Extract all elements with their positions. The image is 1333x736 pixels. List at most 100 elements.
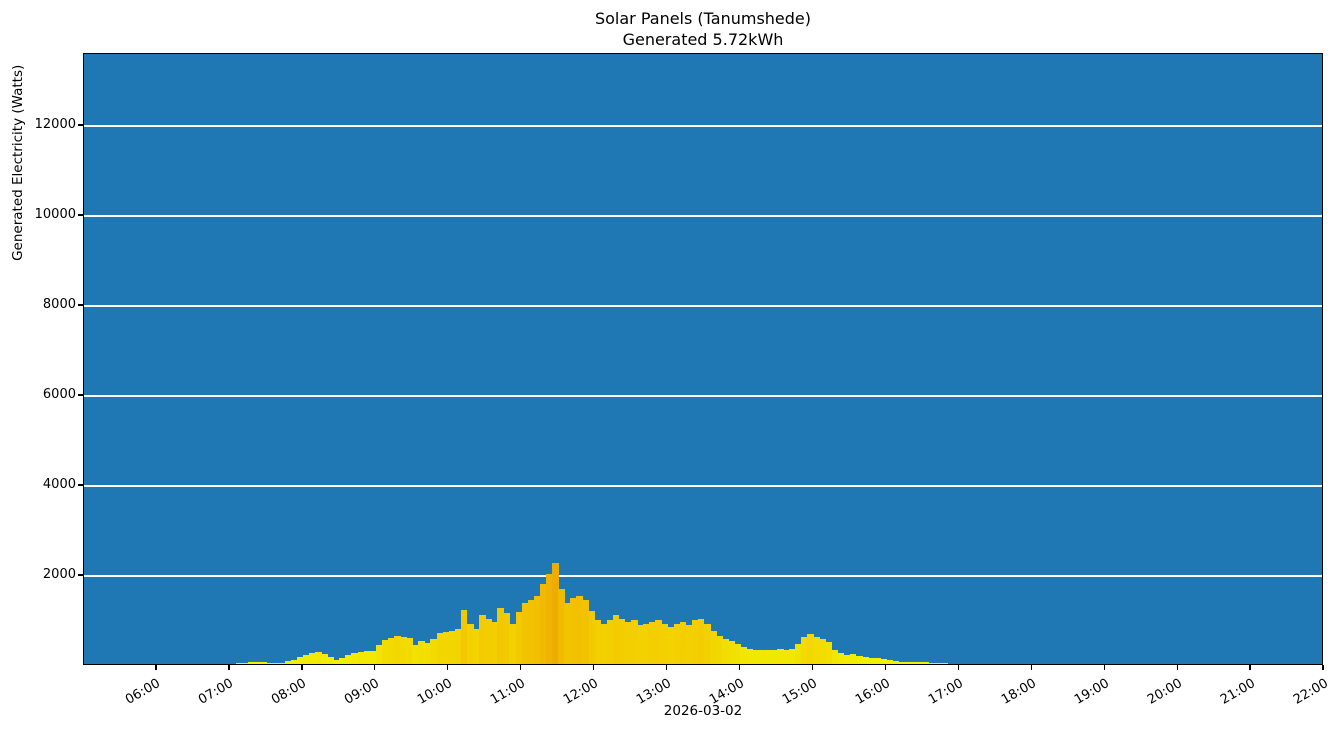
generation-bar [843,654,851,664]
generation-bar [521,602,529,664]
generation-bar [375,645,383,664]
generation-bar [296,657,304,664]
x-tick-mark [520,665,522,670]
generation-bar [576,596,583,664]
generation-bar [679,621,687,664]
generation-bar [649,621,656,664]
generation-bar [333,659,340,664]
generation-bar [406,637,413,664]
generation-bar [248,662,255,664]
x-axis-label: 2026-03-02 [663,703,743,719]
generation-bar [637,625,644,664]
generation-bar [697,618,705,664]
y-tick-mark [78,394,83,396]
y-gridline [84,575,1322,577]
x-tick-mark [1176,665,1178,670]
generation-bar [770,649,778,664]
generation-bar [381,639,389,664]
generation-bar [910,661,918,664]
chart-title-line2: Generated 5.72kWh [622,30,784,49]
generation-bar [880,659,887,664]
generation-bar [570,597,577,664]
generation-bar [819,639,827,664]
generation-bar [558,589,565,664]
generation-bar [448,630,456,664]
generation-bar [357,652,365,664]
generation-bar [916,662,924,664]
generation-bar [314,651,322,664]
generation-bar [308,652,316,664]
x-tick-mark [738,665,741,670]
generation-bar [485,618,492,664]
generation-bar [789,649,796,664]
generation-bar [394,636,401,664]
generation-bar [339,658,346,664]
generation-bar [849,653,857,664]
y-tick-mark [78,124,83,126]
generation-bar [928,662,936,664]
y-tick-mark [78,574,83,576]
generation-bar [351,652,359,664]
generation-bar [904,661,912,664]
generation-bar [552,562,559,664]
generation-bar [369,650,377,664]
generation-bar [509,623,517,664]
generation-bar [862,657,869,664]
generation-bar [795,644,802,664]
generation-bar [266,662,273,664]
generation-bar [424,643,431,664]
generation-bar [801,637,808,664]
x-tick-mark [1322,665,1324,670]
y-tick-label: 4000 [42,477,76,492]
generation-bar [400,637,407,664]
generation-bar [934,662,942,664]
generation-bar [734,644,741,664]
generation-bar [594,620,602,664]
generation-bar [886,659,893,664]
generation-bar [606,620,614,664]
generation-bar [892,660,899,664]
generation-bar [825,642,833,664]
y-gridline [84,395,1322,397]
x-tick-mark [1249,665,1251,670]
x-tick-mark [155,665,157,670]
generation-bar [922,662,930,664]
generation-bar [242,662,249,664]
generation-bar [460,610,468,664]
generation-bar [278,662,286,664]
y-gridline [84,215,1322,217]
x-tick-mark [374,665,376,670]
generation-bar [387,638,395,664]
generation-bar [235,662,243,664]
generation-bar [436,632,444,664]
generation-bar [783,649,790,664]
y-tick-mark [78,304,83,306]
generation-bar [655,620,662,664]
generation-bar [515,612,523,664]
generation-bar [685,625,693,664]
generation-bar [722,639,729,664]
generation-bar [874,658,881,664]
generation-bar [503,613,510,664]
generation-bar [898,661,906,664]
generation-bar [321,654,328,664]
chart-title-line1: Solar Panels (Tanumshede) [594,9,812,28]
generation-bar [290,659,298,664]
generation-bar [363,651,371,664]
generation-bar [479,614,486,664]
y-tick-label: 10000 [34,207,76,222]
generation-bar [728,641,735,664]
chart-plot-area [83,53,1323,665]
generation-bar [466,623,474,664]
generation-bar [533,596,541,664]
x-tick-mark [1030,665,1032,670]
y-tick-mark [78,484,83,486]
generation-bar [302,655,310,664]
generation-bar [254,662,261,664]
generation-bar [855,656,863,664]
y-tick-label: 8000 [42,297,76,312]
generation-bar [327,656,334,664]
generation-bar [710,630,717,664]
x-tick-mark [811,665,814,670]
